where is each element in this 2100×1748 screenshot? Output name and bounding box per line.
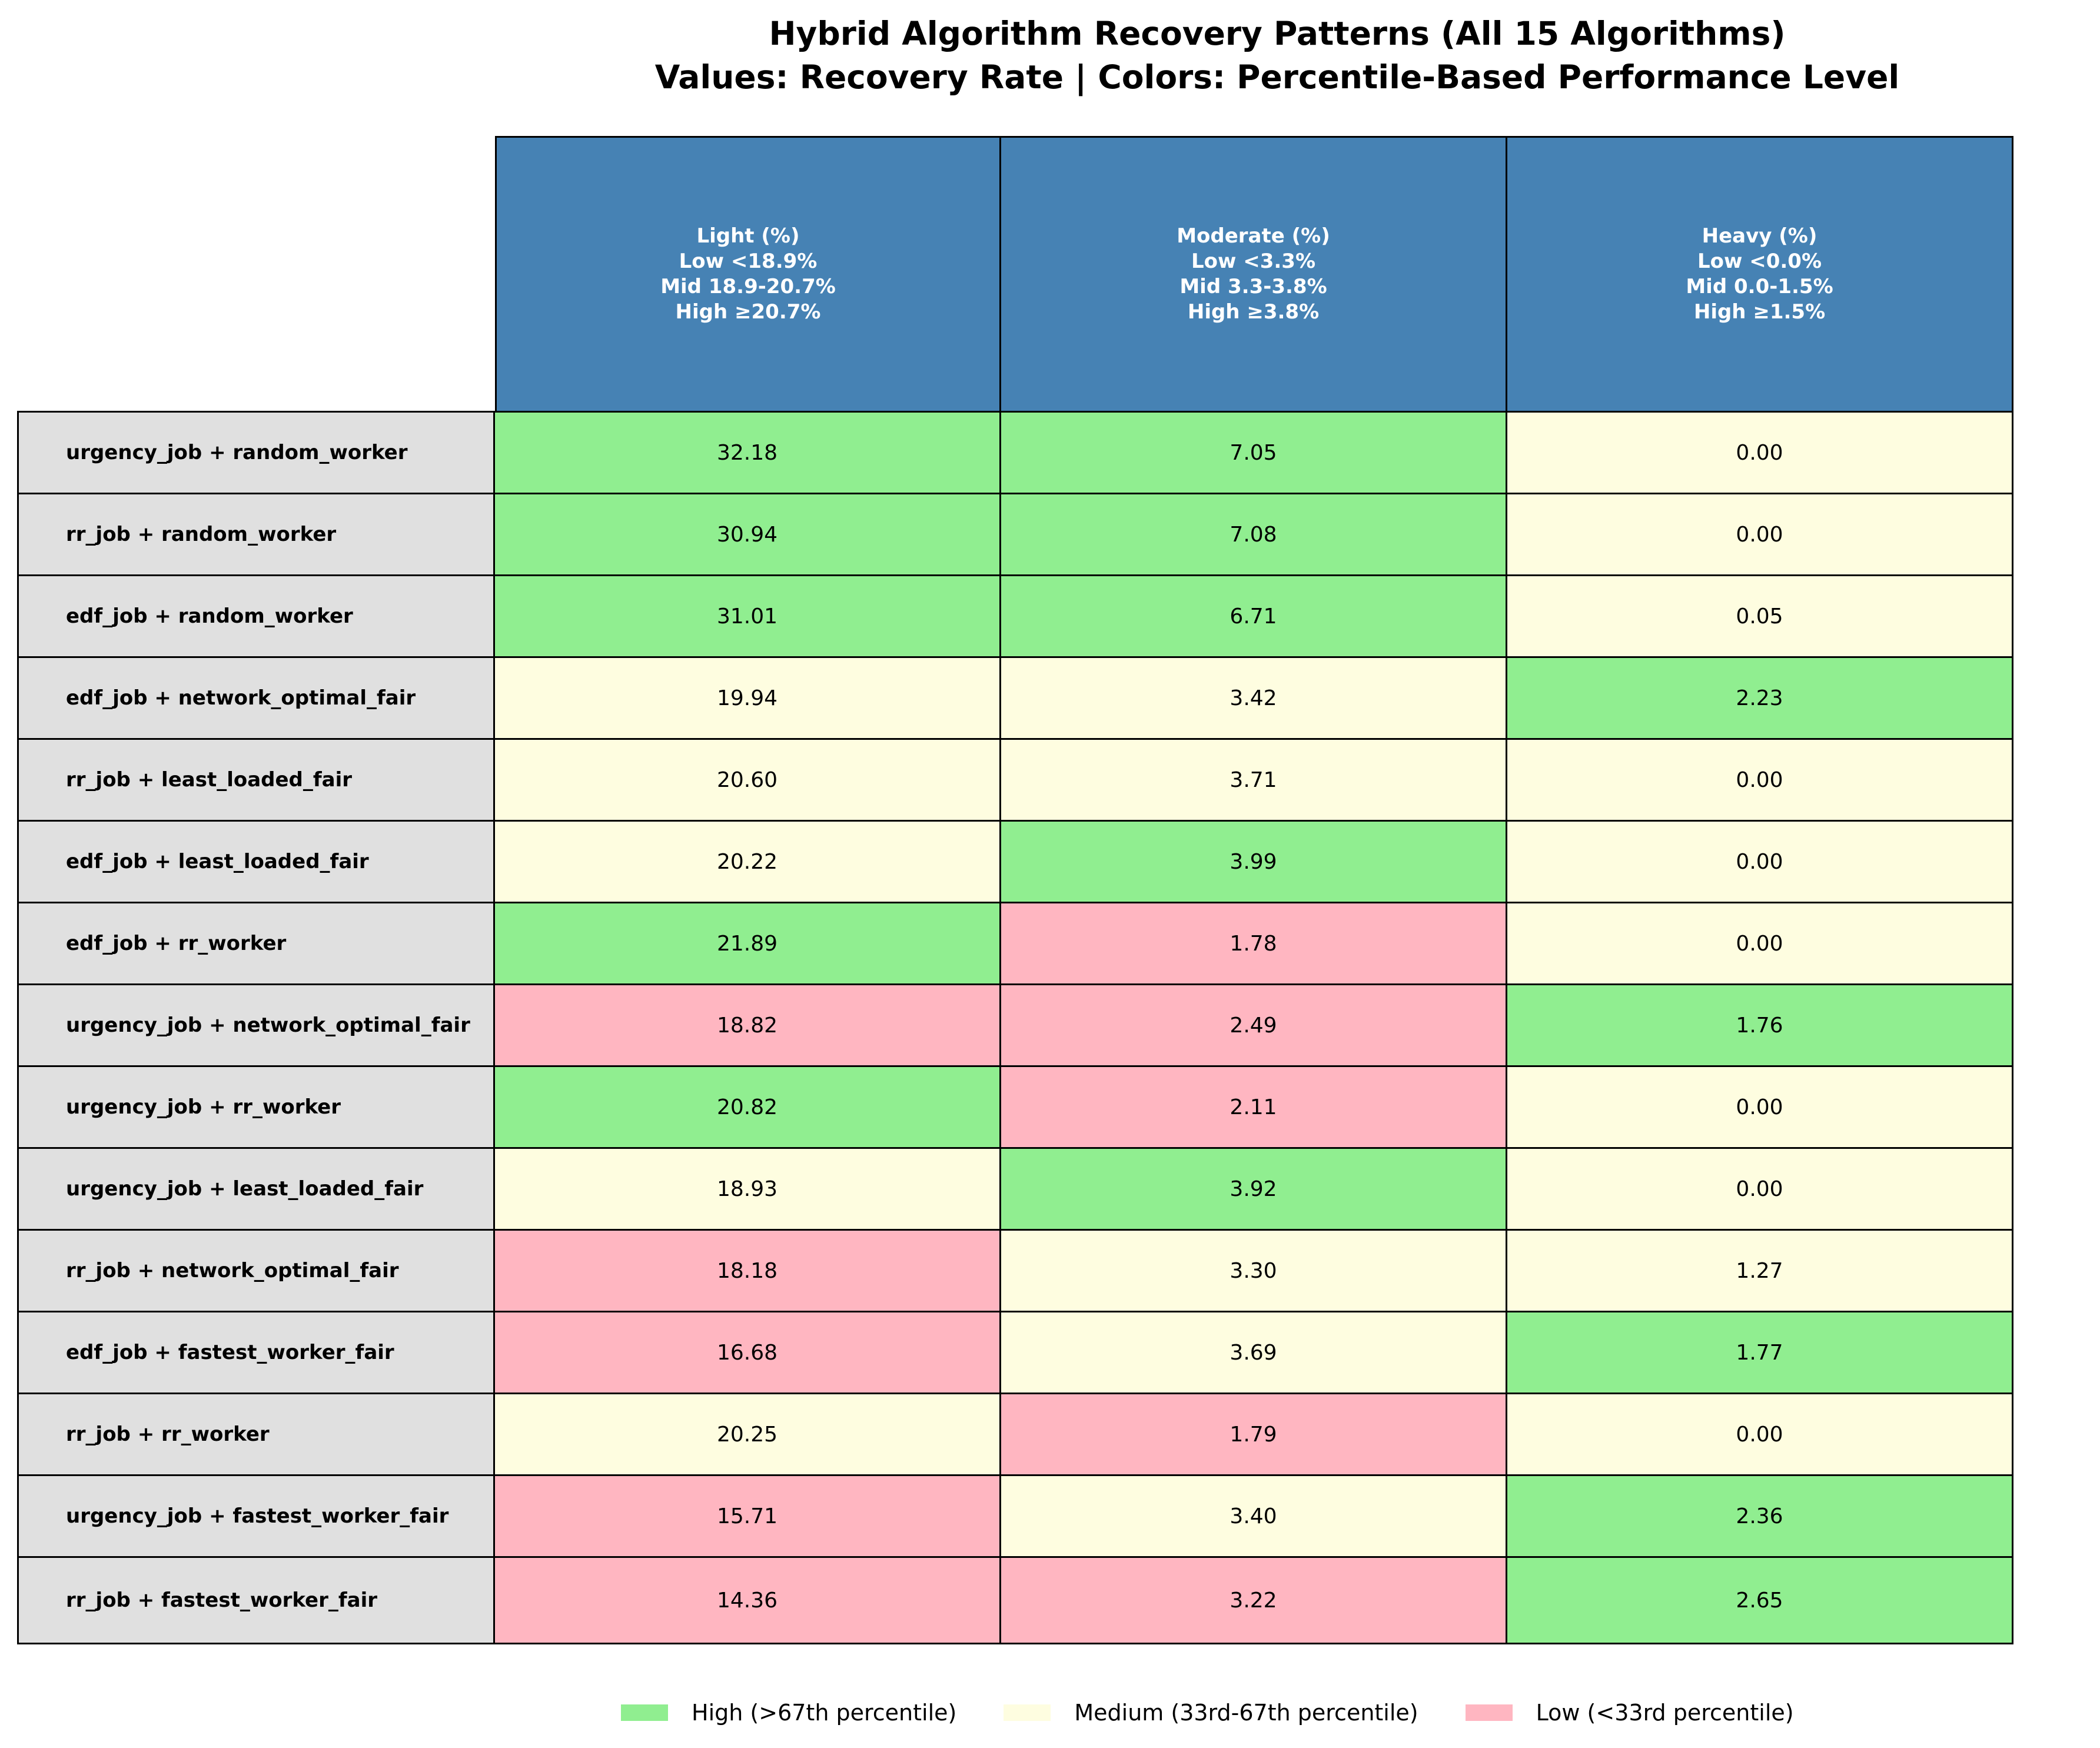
value-cell: 0.00 bbox=[1506, 1393, 2013, 1476]
value-cell: 32.18 bbox=[493, 411, 1001, 494]
value-cell: 2.36 bbox=[1506, 1474, 2013, 1558]
value-cell: 21.89 bbox=[493, 902, 1001, 985]
chart-title-line-2: Values: Recovery Rate | Colors: Percenti… bbox=[654, 58, 1900, 96]
column-header: Moderate (%) Low <3.3% Mid 3.3-3.8% High ≥3… bbox=[999, 136, 1507, 413]
value-cell: 3.22 bbox=[999, 1556, 1507, 1644]
legend-label: Medium (33rd-67th percentile) bbox=[1074, 1700, 1418, 1726]
value-cell: 0.00 bbox=[1506, 493, 2013, 576]
row-label: rr_job + fastest_worker_fair bbox=[17, 1556, 495, 1644]
value-cell: 0.00 bbox=[1506, 411, 2013, 494]
row-label: urgency_job + least_loaded_fair bbox=[17, 1147, 495, 1231]
value-cell: 15.71 bbox=[493, 1474, 1001, 1558]
value-cell: 19.94 bbox=[493, 656, 1001, 740]
column-header-line: Light (%) bbox=[696, 224, 800, 248]
value-cell: 20.82 bbox=[493, 1065, 1001, 1149]
value-cell: 18.93 bbox=[493, 1147, 1001, 1231]
column-header-line: Low <18.9% bbox=[679, 250, 818, 273]
value-cell: 1.76 bbox=[1506, 983, 2013, 1067]
value-cell: 1.78 bbox=[999, 902, 1507, 985]
value-cell: 0.00 bbox=[1506, 1147, 2013, 1231]
value-cell: 3.30 bbox=[999, 1229, 1507, 1312]
legend: High (>67th percentile) Medium (33rd-67th… bbox=[621, 1695, 1841, 1730]
row-label: rr_job + random_worker bbox=[17, 493, 495, 576]
row-label: edf_job + rr_worker bbox=[17, 902, 495, 985]
column-header-line: High ≥1.5% bbox=[1693, 300, 1826, 324]
value-cell: 3.71 bbox=[999, 738, 1507, 822]
row-label: edf_job + random_worker bbox=[17, 574, 495, 658]
value-cell: 3.69 bbox=[999, 1311, 1507, 1394]
value-cell: 0.00 bbox=[1506, 738, 2013, 822]
value-cell: 7.08 bbox=[999, 493, 1507, 576]
legend-swatch bbox=[621, 1704, 668, 1721]
value-cell: 2.49 bbox=[999, 983, 1507, 1067]
column-header: Light (%) Low <18.9% Mid 18.9-20.7% High ≥2… bbox=[495, 136, 1001, 413]
column-header: Heavy (%) Low <0.0% Mid 0.0-1.5% High ≥1.5% bbox=[1506, 136, 2013, 413]
value-cell: 3.42 bbox=[999, 656, 1507, 740]
column-header-line: High ≥3.8% bbox=[1187, 300, 1320, 324]
value-cell: 3.99 bbox=[999, 820, 1507, 903]
value-cell: 30.94 bbox=[493, 493, 1001, 576]
value-cell: 7.05 bbox=[999, 411, 1507, 494]
legend-item-medium: Medium (33rd-67th percentile) bbox=[1004, 1700, 1418, 1726]
value-cell: 3.92 bbox=[999, 1147, 1507, 1231]
recovery-table: Light (%) Low <18.9% Mid 18.9-20.7% High ≥2… bbox=[17, 136, 2015, 1644]
value-cell: 0.00 bbox=[1506, 1065, 2013, 1149]
legend-label: Low (<33rd percentile) bbox=[1536, 1700, 1794, 1726]
row-label: edf_job + network_optimal_fair bbox=[17, 656, 495, 740]
column-header-line: Moderate (%) bbox=[1177, 224, 1330, 248]
value-cell: 0.00 bbox=[1506, 902, 2013, 985]
value-cell: 1.77 bbox=[1506, 1311, 2013, 1394]
chart-title-line-1: Hybrid Algorithm Recovery Patterns (All … bbox=[769, 15, 1786, 52]
value-cell: 2.23 bbox=[1506, 656, 2013, 740]
column-header-line: Heavy (%) bbox=[1702, 224, 1817, 248]
value-cell: 2.65 bbox=[1506, 1556, 2013, 1644]
row-label: urgency_job + fastest_worker_fair bbox=[17, 1474, 495, 1558]
value-cell: 1.27 bbox=[1506, 1229, 2013, 1312]
column-header-line: Mid 3.3-3.8% bbox=[1179, 275, 1327, 298]
value-cell: 1.79 bbox=[999, 1393, 1507, 1476]
column-header-line: Mid 0.0-1.5% bbox=[1686, 275, 1833, 298]
value-cell: 6.71 bbox=[999, 574, 1507, 658]
value-cell: 18.82 bbox=[493, 983, 1001, 1067]
legend-item-high: High (>67th percentile) bbox=[621, 1700, 956, 1726]
value-cell: 20.60 bbox=[493, 738, 1001, 822]
value-cell: 16.68 bbox=[493, 1311, 1001, 1394]
legend-label: High (>67th percentile) bbox=[692, 1700, 957, 1726]
row-label: rr_job + rr_worker bbox=[17, 1393, 495, 1476]
column-header-line: High ≥20.7% bbox=[675, 300, 821, 324]
row-label: urgency_job + random_worker bbox=[17, 411, 495, 494]
value-cell: 0.05 bbox=[1506, 574, 2013, 658]
row-label: rr_job + least_loaded_fair bbox=[17, 738, 495, 822]
row-label: urgency_job + network_optimal_fair bbox=[17, 983, 495, 1067]
value-cell: 20.22 bbox=[493, 820, 1001, 903]
row-label: rr_job + network_optimal_fair bbox=[17, 1229, 495, 1312]
legend-swatch bbox=[1004, 1704, 1051, 1721]
row-label: edf_job + fastest_worker_fair bbox=[17, 1311, 495, 1394]
value-cell: 3.40 bbox=[999, 1474, 1507, 1558]
value-cell: 0.00 bbox=[1506, 820, 2013, 903]
value-cell: 31.01 bbox=[493, 574, 1001, 658]
legend-swatch bbox=[1465, 1704, 1513, 1721]
legend-item-low: Low (<33rd percentile) bbox=[1465, 1700, 1794, 1726]
row-label: edf_job + least_loaded_fair bbox=[17, 820, 495, 903]
value-cell: 20.25 bbox=[493, 1393, 1001, 1476]
row-label: urgency_job + rr_worker bbox=[17, 1065, 495, 1149]
value-cell: 14.36 bbox=[493, 1556, 1001, 1644]
column-header-line: Low <3.3% bbox=[1191, 250, 1316, 273]
value-cell: 18.18 bbox=[493, 1229, 1001, 1312]
column-header-line: Mid 18.9-20.7% bbox=[660, 275, 836, 298]
chart-title: Hybrid Algorithm Recovery Patterns (All … bbox=[471, 12, 2084, 99]
column-header-line: Low <0.0% bbox=[1697, 250, 1822, 273]
value-cell: 2.11 bbox=[999, 1065, 1507, 1149]
